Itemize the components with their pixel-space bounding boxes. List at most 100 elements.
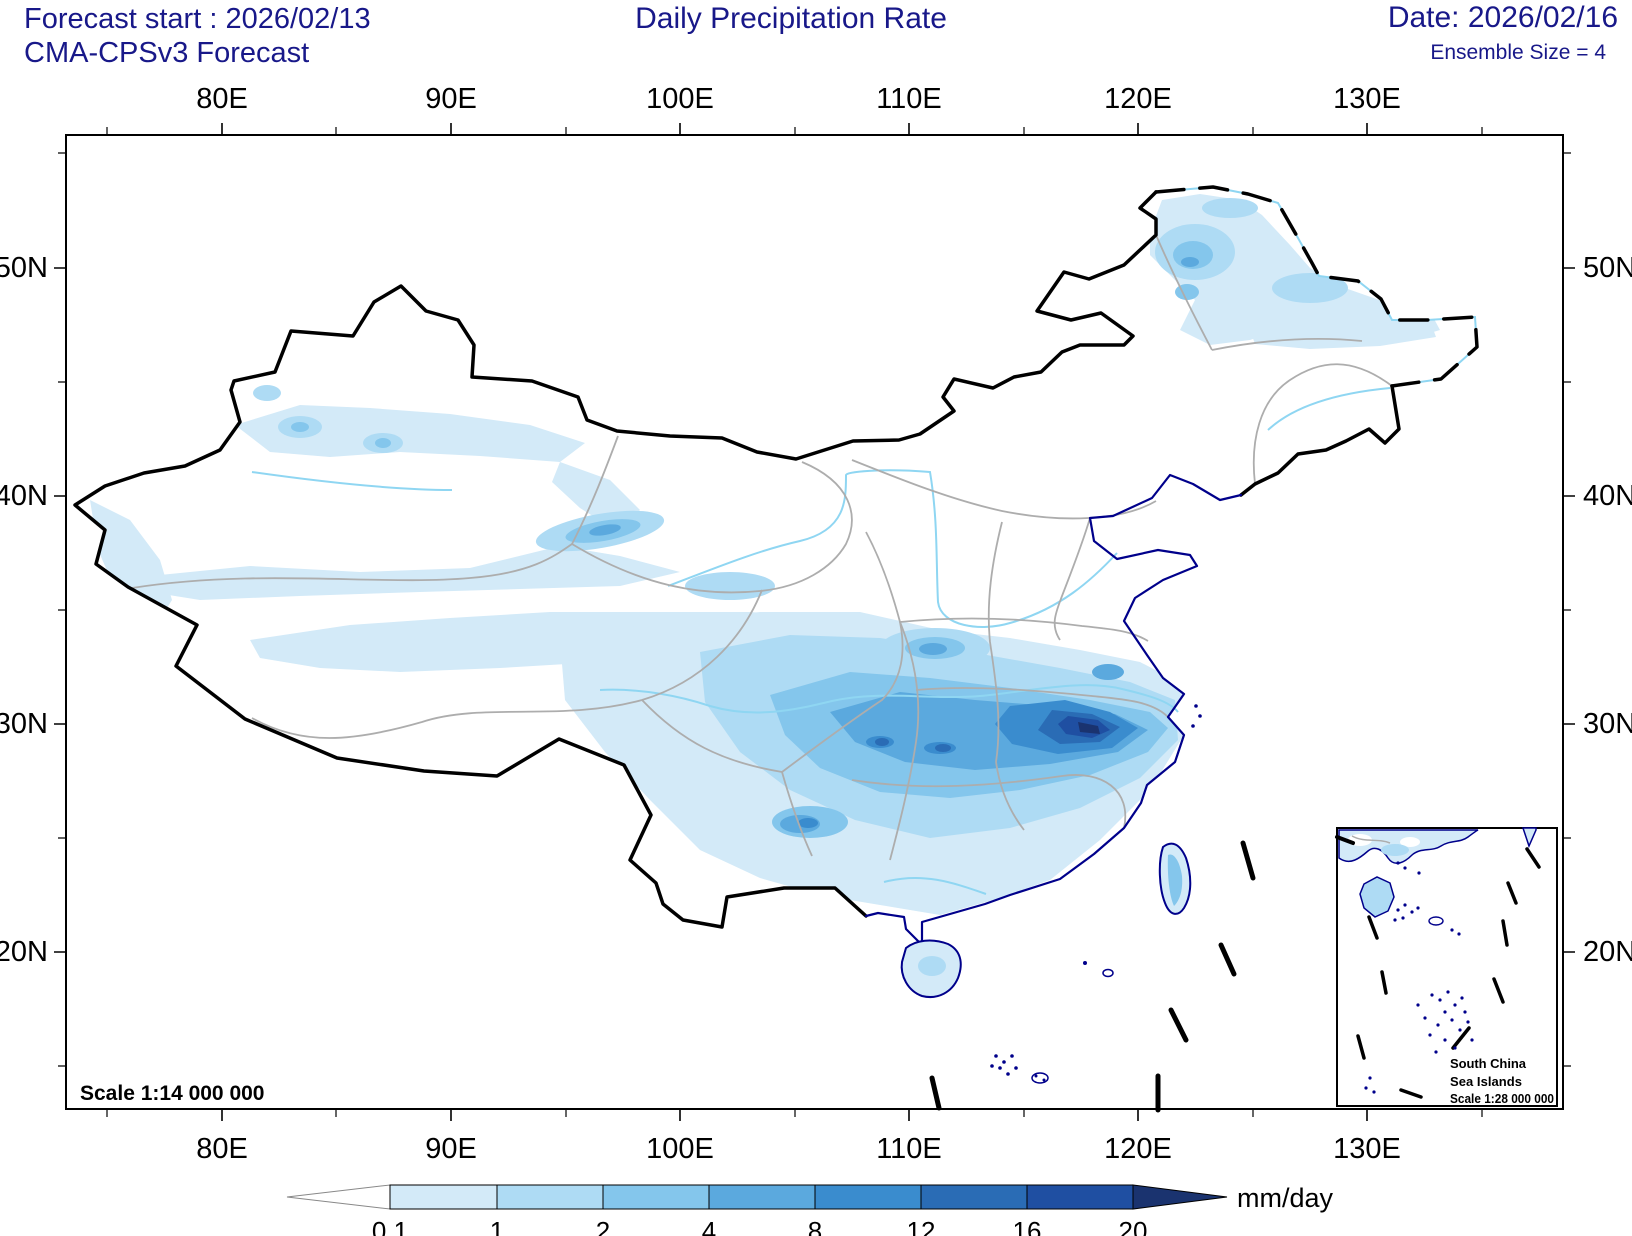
precip-contour-lv6 <box>875 738 889 746</box>
dash-segment <box>1492 977 1505 1004</box>
china-coastline <box>864 473 1243 947</box>
precip-contour-lv4 <box>589 524 621 536</box>
pearl-river <box>883 876 987 895</box>
latitude-labels-right: 50N 40N 30N 20N <box>1583 252 1632 968</box>
header-left: Forecast start : 2026/02/13 CMA-CPSv3 For… <box>24 2 371 70</box>
province-border-line <box>781 621 904 773</box>
lon-label: 90E <box>425 83 477 115</box>
lat-label: 50N <box>1583 252 1632 284</box>
province-border-line <box>641 699 783 773</box>
province-border-line <box>781 771 813 857</box>
province-border-line <box>1053 517 1091 641</box>
colorbar-swatch <box>496 1184 604 1210</box>
dash-segment <box>1218 942 1237 977</box>
forecast-start-text: Forecast start : 2026/02/13 <box>24 3 371 35</box>
lat-label: 30N <box>1583 708 1632 740</box>
colorbar-tick: 16 <box>1013 1216 1042 1236</box>
colorbar-tick: 12 <box>907 1216 936 1236</box>
precip-contour-lv3 <box>291 422 309 432</box>
colorbar-swatch <box>602 1184 710 1210</box>
valid-date-text: Date: 2026/02/16 <box>1387 1 1618 34</box>
colorbar-under-arrow <box>286 1184 391 1210</box>
inset-title-line1: South China <box>1450 1056 1527 1071</box>
inset-island-dots <box>1364 861 1474 1094</box>
province-border-line <box>131 543 573 589</box>
tarim-river <box>251 471 453 491</box>
inset-frame <box>1336 827 1558 1107</box>
colorbar-tick: 2 <box>596 1216 610 1236</box>
province-border-line <box>987 521 1003 763</box>
inset-title-line2: Sea Islands <box>1450 1074 1522 1089</box>
longitude-labels-top: 80E 90E 100E 110E 120E 130E <box>196 83 1401 115</box>
precip-contour-lv3 <box>1175 284 1199 300</box>
precip-contour-lv2 <box>685 572 775 600</box>
lon-label: 90E <box>425 1133 477 1165</box>
colorbar-tick: 20 <box>1119 1216 1148 1236</box>
province-border-line <box>571 435 619 545</box>
precip-contour-lv4 <box>1092 664 1124 680</box>
dash-segment <box>1367 915 1379 940</box>
colorbar-swatch <box>814 1184 922 1210</box>
colorbar-units: mm/day <box>1237 1183 1334 1213</box>
lon-label: 110E <box>876 83 942 115</box>
precip-contour-lv2 <box>1202 198 1258 218</box>
lat-label: 20N <box>0 936 48 968</box>
precipitation-field <box>90 194 1440 915</box>
island-ring <box>1102 968 1114 978</box>
precip-contour-lv1 <box>235 405 585 462</box>
inset-title-line3: Scale 1:28 000 000 <box>1450 1091 1554 1106</box>
map-scale-label: Scale 1:14 000 000 <box>80 1082 265 1105</box>
map-frame <box>65 134 1564 1110</box>
dash-segment <box>1399 1088 1423 1099</box>
precip-contour-lv1 <box>90 500 172 632</box>
precip-contour-lv1 <box>1250 325 1436 349</box>
precip-contour-lv2 <box>253 385 281 401</box>
colorbar-swatch <box>708 1184 816 1210</box>
precip-contour-lv2 <box>1272 273 1348 303</box>
lon-label: 80E <box>196 1133 248 1165</box>
header-right: Date: 2026/02/16 Ensemble Size = 4 <box>1388 2 1618 69</box>
dash-segment <box>1356 1034 1366 1060</box>
precip-contour-lv4 <box>919 643 947 655</box>
lat-label: 50N <box>0 252 48 284</box>
colorbar-tick: 8 <box>808 1216 822 1236</box>
lon-label: 100E <box>646 1133 714 1165</box>
minor-ticks <box>58 127 1571 1117</box>
precip-contour-lv4 <box>1181 257 1199 267</box>
province-border-line <box>1211 337 1363 351</box>
inset-taiwan-tip <box>1521 827 1537 849</box>
province-border-line <box>1252 363 1393 485</box>
precip-contour-lv3 <box>375 438 391 448</box>
province-border-line <box>915 687 1169 718</box>
taiwan-precip-band <box>1167 854 1183 906</box>
colorbar-tick: 4 <box>702 1216 716 1236</box>
province-border-line <box>899 617 1149 642</box>
dash-segment <box>1168 1007 1189 1043</box>
colorbar-swatch <box>920 1184 1028 1210</box>
province-border-line <box>851 459 1157 520</box>
hainan-precip <box>918 956 946 976</box>
islands <box>900 704 1202 1084</box>
inset-island-ring <box>1428 916 1444 926</box>
inset-province-line <box>1351 835 1391 844</box>
inset-nine-dash-line <box>1356 847 1541 1099</box>
lat-label: 40N <box>0 480 48 512</box>
colorbar-swatch <box>1026 1184 1134 1210</box>
dash-segment <box>1525 847 1541 869</box>
dash-segment <box>1506 881 1518 905</box>
lon-label: 120E <box>1104 83 1172 115</box>
dash-segment <box>1451 1026 1471 1050</box>
island-ring <box>1031 1072 1049 1084</box>
latitude-labels-left: 50N 40N 30N 20N <box>0 252 48 968</box>
lon-label: 100E <box>646 83 714 115</box>
dash-segment <box>1501 919 1509 947</box>
province-border-line <box>251 589 763 739</box>
precip-contour-lv1 <box>140 546 680 600</box>
lon-label: 120E <box>1104 1133 1172 1165</box>
precip-contour-lv5 <box>798 818 818 828</box>
model-name-text: CMA-CPSv3 Forecast <box>24 37 310 69</box>
precip-contour-lv8 <box>1078 722 1100 734</box>
nine-dash-line <box>929 840 1256 1113</box>
